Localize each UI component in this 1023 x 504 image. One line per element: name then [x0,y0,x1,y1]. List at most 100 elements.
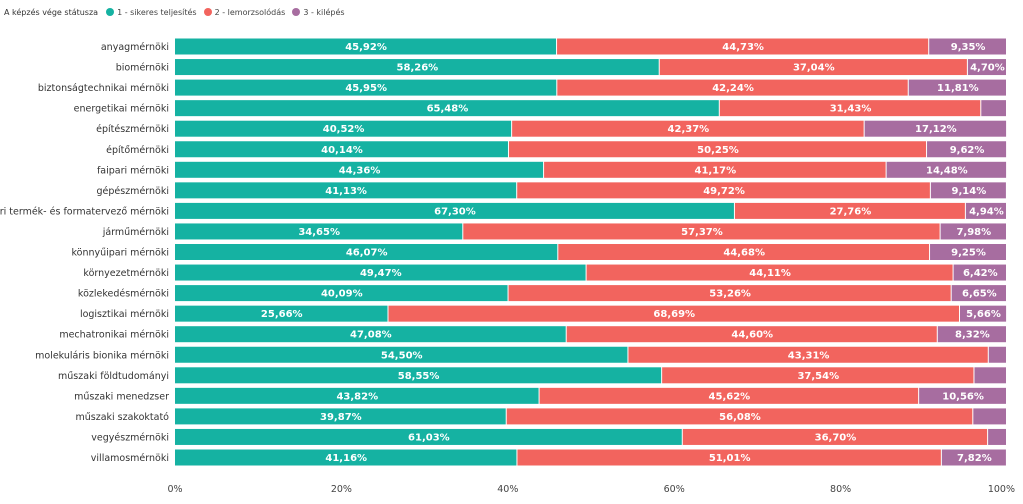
data-label: 10,56% [942,391,984,402]
bar-segment[interactable] [508,141,927,158]
data-label: 45,92% [345,42,387,53]
bar-segment[interactable] [175,141,508,158]
bar-segment[interactable] [175,264,586,281]
bar-segment[interactable] [175,79,557,96]
bar-segment[interactable] [175,428,682,445]
x-tick-label: 0% [167,484,182,495]
data-label: 61,03% [408,432,450,443]
category-label: biomérnöki [116,63,169,74]
category-label: ipari termék- és formatervező mérnöki [0,206,169,217]
data-label: 5,66% [966,309,1001,320]
bar-segment[interactable] [175,182,517,199]
bar-segment[interactable] [941,449,1006,466]
data-label: 43,31% [788,350,830,361]
bar-segment[interactable] [175,120,512,137]
x-tick-label: 60% [664,484,685,495]
bar-segment[interactable] [908,79,1006,96]
bar-segment[interactable] [512,120,864,137]
bar-segment[interactable] [930,244,1006,260]
bar-segment[interactable] [953,264,1006,281]
bar-segment[interactable] [175,305,388,322]
bar-segment[interactable] [951,285,1006,302]
bar-segment[interactable] [566,326,937,343]
legend-dot-success [106,8,115,16]
bar-segment[interactable] [981,100,1006,117]
bar-segment[interactable] [517,182,930,199]
bar-segment[interactable] [988,428,1006,445]
x-tick-label: 20% [331,484,352,495]
bar-segment[interactable] [940,223,1006,240]
category-label: molekuláris bionika mérnöki [35,350,169,361]
data-label: 27,76% [830,206,872,217]
bar-segment[interactable] [388,305,959,322]
bar-segment[interactable] [175,326,566,343]
legend-item-dropout[interactable]: 2 - lemorzsolódás [203,8,285,17]
bar-segment[interactable] [886,161,1007,178]
data-label: 17,12% [915,124,957,135]
bar-segment[interactable] [175,244,558,260]
bar-segment[interactable] [558,244,930,260]
bar-segment[interactable] [557,38,929,55]
bar-segment[interactable] [175,387,539,404]
bar-segment[interactable] [682,428,988,445]
bar-segment[interactable] [175,223,463,240]
bar-segment[interactable] [719,100,981,117]
data-label: 37,04% [793,63,835,74]
data-label: 37,54% [797,371,839,382]
category-label: könnyűipari mérnöki [71,248,169,259]
bar-segment[interactable] [175,161,544,178]
data-label: 40,52% [323,124,365,135]
bar-segment[interactable] [864,120,1007,137]
category-label: építészmérnöki [96,124,169,135]
bar-segment[interactable] [937,326,1006,343]
bar-segment[interactable] [959,305,1007,322]
bar-segment[interactable] [506,408,973,425]
bar-segment[interactable] [517,449,941,466]
data-label: 53,26% [709,289,751,300]
bar-segment[interactable] [988,346,1006,363]
bar-segment[interactable] [539,387,919,404]
data-label: 14,48% [926,165,968,176]
x-tick-label: 40% [497,484,518,495]
bar-segment[interactable] [919,387,1006,404]
category-label: biztonságtechnikai mérnöki [38,83,169,94]
bar-segment[interactable] [659,59,967,76]
legend-title: A képzés vége státusza [4,7,99,17]
bar-segment[interactable] [175,367,662,384]
bar-segment[interactable] [544,161,886,178]
bar-segment[interactable] [175,285,508,302]
bar-segment[interactable] [974,367,1006,384]
data-label: 8,32% [955,330,990,341]
bar-segment[interactable] [175,449,517,466]
bar-segment[interactable] [628,346,988,363]
data-label: 40,09% [321,289,363,300]
category-label: műszaki szakoktató [75,412,169,423]
bar-segment[interactable] [662,367,974,384]
bar-segment[interactable] [973,408,1006,425]
bar-segment[interactable] [175,38,557,55]
bar-segment[interactable] [929,38,1006,55]
category-label: anyagmérnöki [101,42,169,53]
bar-segment[interactable] [463,223,940,240]
bar-segment[interactable] [175,346,628,363]
legend-item-exit[interactable]: 3 - kilépés [292,7,345,17]
data-label: 7,82% [957,453,992,464]
bar-segment[interactable] [557,79,908,96]
legend-item-success[interactable]: 1 - sikeres teljesítés [106,8,197,17]
bar-segment[interactable] [967,59,1006,76]
bar-segment[interactable] [965,202,1006,219]
data-label: 6,65% [962,289,997,300]
bar-segment[interactable] [508,285,951,302]
bar-segment[interactable] [175,59,659,76]
bar-segment[interactable] [175,408,506,425]
data-label: 9,35% [951,42,986,53]
bar-segment[interactable] [927,141,1007,158]
bar-segment[interactable] [734,202,965,219]
bar-segment[interactable] [930,182,1006,199]
legend-dot-exit [292,8,301,16]
bar-segment[interactable] [175,100,719,117]
bar-segment[interactable] [586,264,953,281]
legend-label-exit: 3 - kilépés [303,7,345,17]
data-label: 34,65% [298,227,340,238]
bar-segment[interactable] [175,202,734,219]
